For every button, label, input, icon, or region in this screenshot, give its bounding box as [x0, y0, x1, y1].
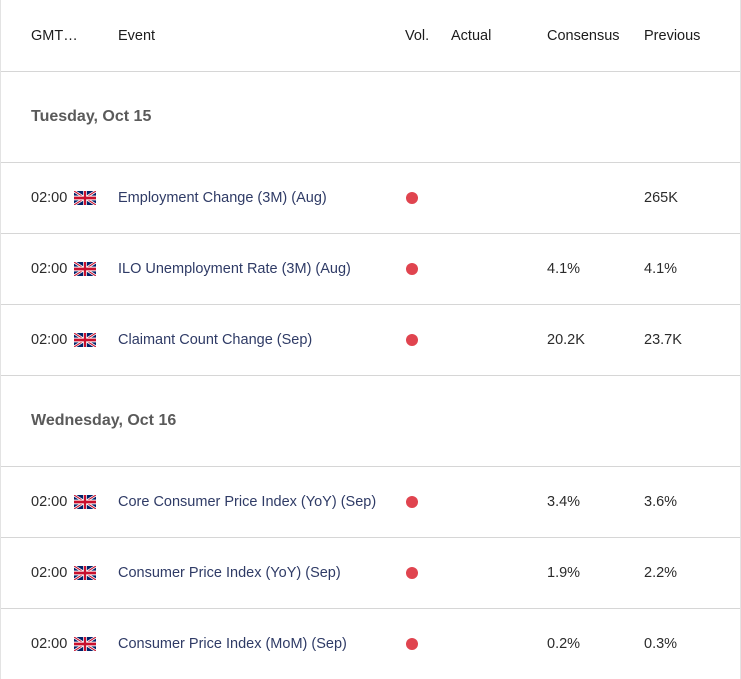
event-previous: 0.3%: [644, 636, 678, 652]
uk-flag-icon: [74, 637, 96, 651]
column-header-event[interactable]: Event: [118, 28, 156, 44]
column-header-time[interactable]: GMT…: [31, 28, 78, 44]
event-time: 02:00: [31, 261, 68, 277]
high-volatility-icon: [406, 192, 418, 204]
high-volatility-icon: [406, 263, 418, 275]
event-time: 02:00: [31, 332, 68, 348]
event-name[interactable]: Consumer Price Index (MoM) (Sep): [118, 636, 347, 652]
event-previous: 2.2%: [644, 565, 678, 581]
column-header-actual[interactable]: Actual: [451, 28, 492, 44]
uk-flag-icon: [74, 495, 96, 509]
event-name[interactable]: ILO Unemployment Rate (3M) (Aug): [118, 261, 351, 277]
uk-flag-icon: [74, 333, 96, 347]
high-volatility-icon: [406, 567, 418, 579]
event-time: 02:00: [31, 636, 68, 652]
event-name[interactable]: Consumer Price Index (YoY) (Sep): [118, 565, 341, 581]
event-consensus: 1.9%: [547, 565, 581, 581]
column-header-previous[interactable]: Previous: [644, 28, 701, 44]
event-consensus: 3.4%: [547, 494, 581, 510]
event-time: 02:00: [31, 190, 68, 206]
event-row[interactable]: 02:00 Core Consumer Price Index (YoY) (S…: [1, 467, 740, 538]
event-consensus: 20.2K: [547, 332, 585, 348]
event-consensus: 4.1%: [547, 261, 581, 277]
uk-flag-icon: [74, 191, 96, 205]
day-label: Wednesday, Oct 16: [31, 412, 177, 429]
event-name[interactable]: Claimant Count Change (Sep): [118, 332, 313, 348]
event-row[interactable]: 02:00 Consumer Price Index (MoM) (Sep) 0…: [1, 609, 740, 679]
high-volatility-icon: [406, 496, 418, 508]
high-volatility-icon: [406, 638, 418, 650]
uk-flag-icon: [74, 566, 96, 580]
event-previous: 3.6%: [644, 494, 678, 510]
event-name[interactable]: Employment Change (3M) (Aug): [118, 190, 327, 206]
event-row[interactable]: 02:00 Claimant Count Change (Sep) 20.2K …: [1, 305, 740, 376]
day-label: Tuesday, Oct 15: [31, 108, 152, 125]
event-row[interactable]: 02:00 ILO Unemployment Rate (3M) (Aug) 4…: [1, 234, 740, 305]
column-header-volatility[interactable]: Vol.: [405, 28, 430, 44]
calendar-header: GMT… Event Vol. Actual Consensus Previou…: [1, 0, 740, 72]
event-previous: 265K: [644, 190, 678, 206]
event-previous: 4.1%: [644, 261, 678, 277]
event-time: 02:00: [31, 494, 68, 510]
event-row[interactable]: 02:00 Employment Change (3M) (Aug) 265K: [1, 163, 740, 234]
uk-flag-icon: [74, 262, 96, 276]
day-group-header: Tuesday, Oct 15: [1, 72, 740, 163]
event-time: 02:00: [31, 565, 68, 581]
column-header-consensus[interactable]: Consensus: [547, 28, 620, 44]
high-volatility-icon: [406, 334, 418, 346]
event-row[interactable]: 02:00 Consumer Price Index (YoY) (Sep) 1…: [1, 538, 740, 609]
day-group-header: Wednesday, Oct 16: [1, 376, 740, 467]
event-consensus: 0.2%: [547, 636, 581, 652]
event-name[interactable]: Core Consumer Price Index (YoY) (Sep): [118, 494, 377, 510]
event-previous: 23.7K: [644, 332, 682, 348]
